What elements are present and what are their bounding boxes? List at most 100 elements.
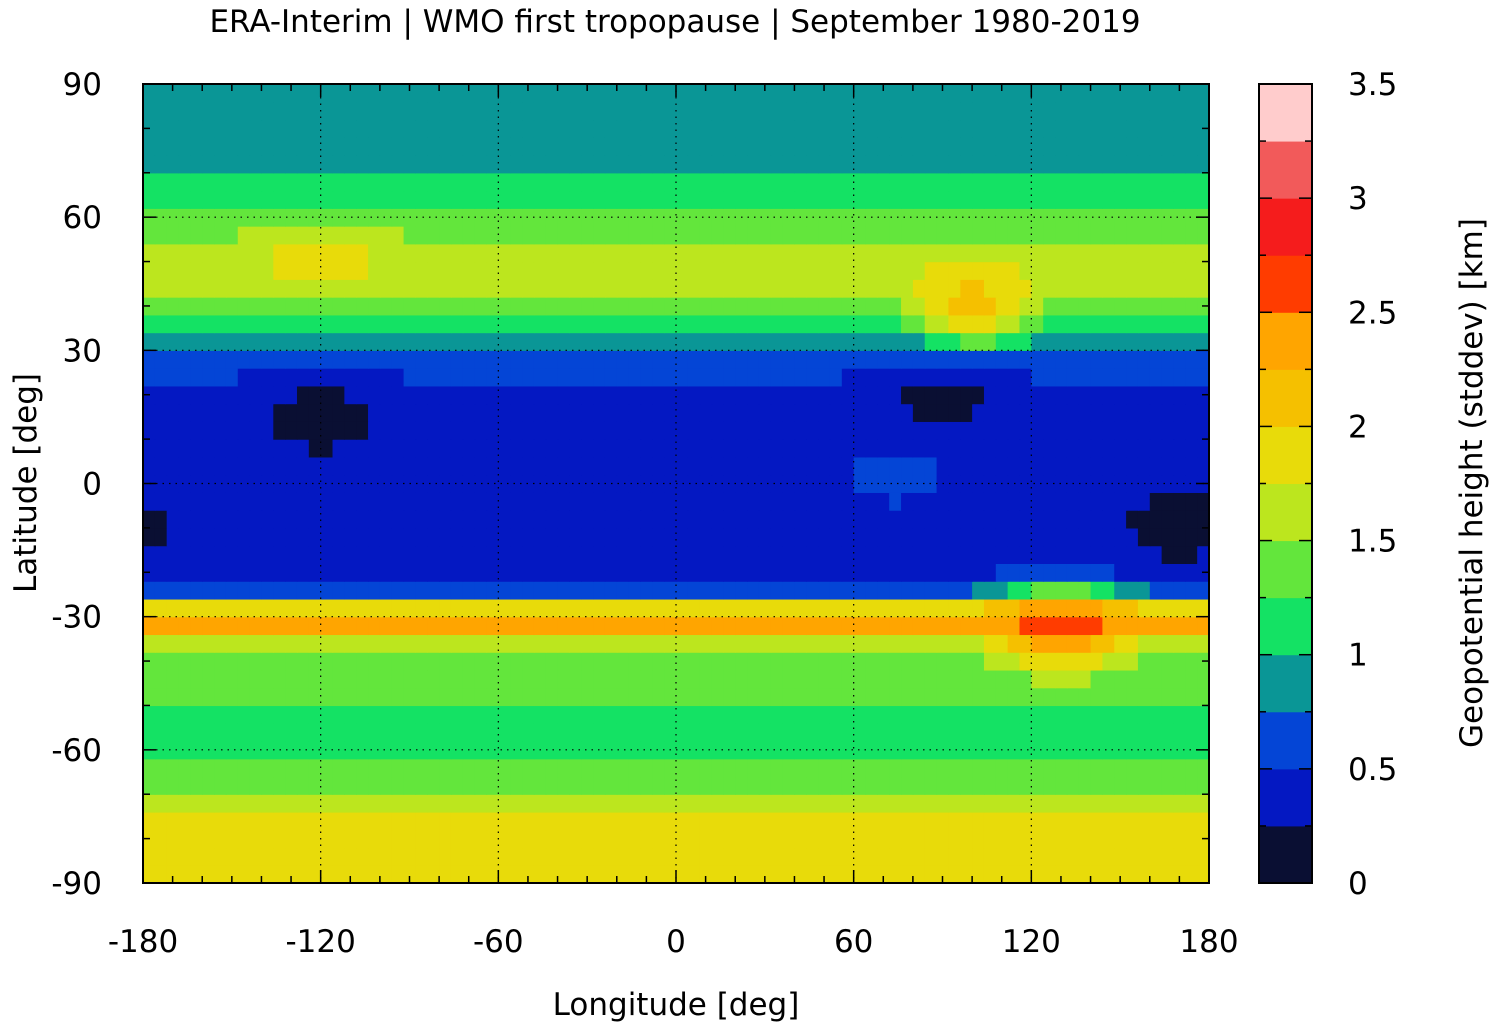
heatmap-cell [687, 119, 701, 138]
heatmap-cell [356, 616, 369, 636]
heatmap-cell [308, 776, 322, 795]
heatmap-cell [1019, 155, 1032, 174]
heatmap-cell [936, 137, 950, 156]
heatmap-cell [747, 314, 760, 334]
heatmap-cell [676, 314, 689, 334]
heatmap-cell [865, 492, 878, 511]
heatmap-cell [782, 226, 796, 245]
heatmap-cell [782, 297, 796, 316]
heatmap-cell [344, 421, 357, 440]
heatmap-cell [214, 385, 227, 405]
heatmap-cell [901, 403, 914, 422]
heatmap-cell [273, 634, 286, 653]
heatmap-cell [332, 314, 345, 334]
heatmap-cell [593, 119, 606, 138]
heatmap-cell [735, 723, 748, 742]
heatmap-cell [498, 101, 511, 121]
heatmap-cell [379, 208, 393, 227]
heatmap-cell [1185, 101, 1198, 121]
heatmap-cell [912, 101, 926, 121]
heatmap-cell [403, 794, 417, 813]
heatmap-cell [190, 208, 203, 227]
heatmap-cell [593, 634, 606, 653]
heatmap-cell [522, 137, 535, 156]
heatmap-cell [664, 705, 677, 724]
heatmap-cell [948, 368, 961, 387]
heatmap-cell [249, 403, 263, 422]
heatmap-cell [853, 598, 867, 618]
heatmap-cell [178, 474, 191, 493]
heatmap-cell [415, 776, 428, 795]
heatmap-cell [1161, 723, 1175, 742]
heatmap-cell [1078, 669, 1092, 689]
heatmap-cell [699, 847, 713, 866]
heatmap-cell [664, 829, 677, 849]
heatmap-cell [1173, 456, 1186, 476]
heatmap-cell [983, 314, 997, 334]
heatmap-cell [1137, 776, 1151, 795]
heatmap-cell [486, 652, 499, 671]
heatmap-cell [1066, 368, 1080, 387]
heatmap-cell [498, 119, 511, 138]
heatmap-cell [439, 545, 452, 564]
heatmap-cell [699, 243, 713, 263]
heatmap-cell [699, 350, 713, 369]
heatmap-cell [1078, 740, 1092, 760]
heatmap-cell [877, 332, 890, 351]
heatmap-cell [995, 421, 1009, 440]
heatmap-cell [143, 545, 156, 564]
heatmap-cell [676, 776, 689, 795]
heatmap-cell [1126, 101, 1139, 121]
heatmap-cell [332, 279, 345, 298]
heatmap-cell [1090, 403, 1103, 422]
heatmap-cell [498, 368, 511, 387]
heatmap-cell [1197, 332, 1209, 351]
heatmap-cell [1078, 101, 1092, 121]
heatmap-cell [640, 616, 653, 636]
heatmap-cell [296, 226, 310, 245]
heatmap-cell [190, 740, 203, 760]
heatmap-cell [1197, 403, 1209, 422]
heatmap-cell [1007, 598, 1021, 618]
heatmap-cell [1161, 847, 1175, 866]
heatmap-cell [166, 172, 180, 192]
heatmap-cell [735, 598, 748, 618]
heatmap-cell [308, 847, 322, 866]
heatmap-cell [853, 243, 867, 263]
heatmap-cell [1031, 865, 1044, 883]
heatmap-cell [261, 811, 274, 831]
heatmap-cell [604, 190, 618, 209]
heatmap-cell [841, 332, 855, 351]
heatmap-cell [1114, 350, 1127, 369]
heatmap-cell [462, 155, 476, 174]
heatmap-cell [1149, 669, 1163, 689]
heatmap-cell [214, 84, 227, 103]
heatmap-cell [450, 332, 464, 351]
heatmap-cell [403, 545, 417, 564]
heatmap-cell [320, 705, 334, 724]
heatmap-cell [261, 510, 274, 529]
heatmap-cell [664, 439, 677, 458]
heatmap-cell [462, 545, 476, 564]
heatmap-cell [794, 297, 807, 316]
heatmap-cell [202, 297, 215, 316]
heatmap-cell [486, 368, 499, 387]
heatmap-cell [983, 545, 997, 564]
heatmap-cell [261, 403, 274, 422]
heatmap-cell [415, 474, 428, 493]
heatmap-cell [391, 155, 405, 174]
heatmap-cell [711, 84, 724, 103]
heatmap-cell [948, 776, 961, 795]
heatmap-cell [320, 261, 334, 280]
heatmap-cell [249, 652, 263, 671]
heatmap-cell [178, 794, 191, 813]
heatmap-cell [356, 84, 369, 103]
heatmap-cell [711, 474, 724, 493]
heatmap-cell [652, 208, 665, 227]
heatmap-cell [1197, 350, 1209, 369]
heatmap-cell [545, 297, 559, 316]
heatmap-cell [1126, 794, 1139, 813]
heatmap-cell [237, 208, 251, 227]
heatmap-cell [995, 581, 1009, 600]
heatmap-cell [462, 847, 476, 866]
